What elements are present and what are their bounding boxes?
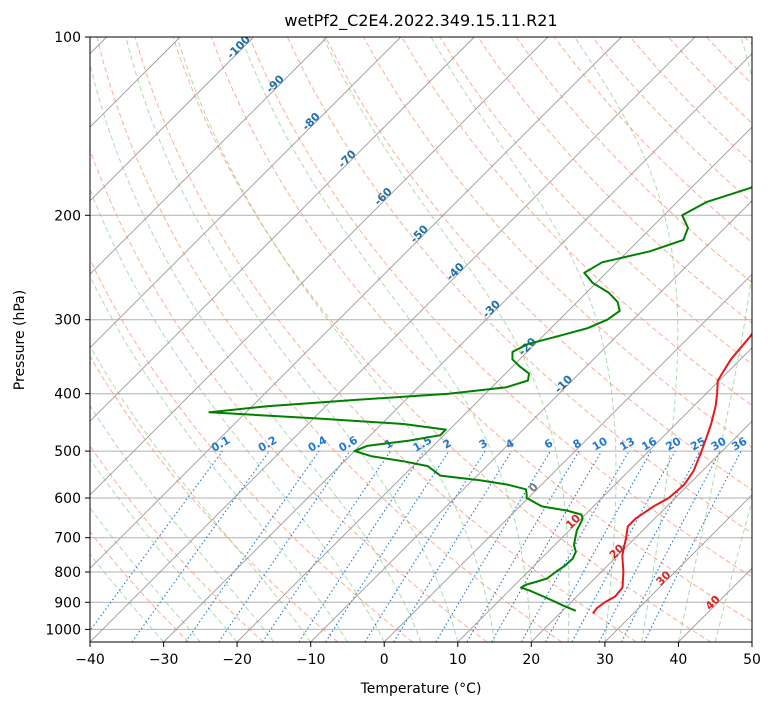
dry-adiabat xyxy=(477,37,752,324)
isotherm-line xyxy=(604,494,752,642)
isotherm-line xyxy=(90,37,475,422)
isotherm-line xyxy=(236,126,752,642)
dry-adiabat xyxy=(210,37,752,623)
dry-adiabat xyxy=(325,37,752,491)
mixing-ratio-line xyxy=(571,450,676,642)
dry-adiabat xyxy=(515,37,752,284)
mixing-ratio-line xyxy=(185,450,320,642)
dry-adiabat xyxy=(401,37,752,407)
y-tick-label: 700 xyxy=(54,531,81,547)
mixing-ratio-line xyxy=(298,450,425,642)
x-tick-label: 0 xyxy=(380,652,389,668)
x-tick-label: 30 xyxy=(596,652,614,668)
moist-adiabats xyxy=(90,37,752,642)
mixing-ratio-lines xyxy=(90,450,742,642)
isotherm-line xyxy=(383,273,752,642)
x-axis-title: Temperature (°C) xyxy=(360,681,482,697)
mixing-ratio-line xyxy=(393,450,513,642)
isotherm-line xyxy=(310,200,752,642)
moist-adiabat xyxy=(125,37,459,642)
mixing-ratio-line xyxy=(521,450,630,642)
mixing-ratio-line xyxy=(262,450,391,642)
x-tick-label: 20 xyxy=(522,652,540,668)
mixing-ratio-line xyxy=(218,450,351,642)
x-tick-label: −20 xyxy=(222,652,252,668)
isotherm-line xyxy=(90,37,696,642)
y-tick-label: 800 xyxy=(54,565,81,581)
mixing-ratio-line xyxy=(131,450,270,642)
moist-adiabat xyxy=(714,498,752,642)
moist-adiabat xyxy=(176,37,496,642)
isotherm-line xyxy=(163,52,752,642)
y-tick-label: 200 xyxy=(54,208,81,224)
y-axis: 100 200 300 400 500 600 700 800 900 1000 xyxy=(45,30,90,638)
dry-adiabat xyxy=(134,37,637,642)
moist-adiabat xyxy=(322,37,570,642)
temperature-profile xyxy=(592,332,752,615)
isotherm-line xyxy=(530,420,752,642)
y-tick-label: 500 xyxy=(54,444,81,460)
dry-adiabat xyxy=(90,355,339,642)
moist-adiabat xyxy=(90,404,275,642)
dry-adiabat xyxy=(90,445,264,642)
y-tick-label: 300 xyxy=(54,313,81,329)
x-tick-label: −10 xyxy=(296,652,326,668)
x-tick-label: −30 xyxy=(149,652,179,668)
isotherm-line xyxy=(90,37,549,496)
dry-adiabat xyxy=(248,37,752,578)
chart-title: wetPf2_C2E4.2022.349.15.11.R21 xyxy=(284,11,557,31)
moist-adiabat xyxy=(677,37,752,642)
y-axis-title: Pressure (hPa) xyxy=(12,290,28,390)
x-tick-label: 10 xyxy=(449,652,467,668)
moist-adiabat xyxy=(90,188,385,642)
y-tick-label: 600 xyxy=(54,491,81,507)
moist-adiabat xyxy=(90,62,422,642)
x-tick-label: 50 xyxy=(743,652,761,668)
dry-adiabat xyxy=(96,37,562,642)
moist-adiabat xyxy=(574,37,679,642)
dry-adiabat xyxy=(90,148,488,642)
isotherm-line xyxy=(90,37,622,570)
y-tick-label: 1000 xyxy=(45,622,81,638)
dry-adiabat xyxy=(90,531,190,642)
isotherm-line xyxy=(90,37,402,349)
moist-adiabat xyxy=(90,457,238,642)
plot-frame xyxy=(89,36,753,643)
mixing-ratio-line xyxy=(325,450,450,642)
isotherm-line xyxy=(457,347,752,642)
moist-adiabat xyxy=(90,275,348,642)
mixing-ratio-line xyxy=(545,450,652,642)
moist-adiabat xyxy=(240,37,532,642)
y-tick-label: 400 xyxy=(54,387,81,403)
mixing-ratio-line xyxy=(643,450,742,642)
x-axis: −40 −30 −20 −10 0 10 20 30 40 50 xyxy=(75,642,761,668)
isotherm-line xyxy=(90,37,255,202)
y-tick-label: 900 xyxy=(54,595,81,611)
isotherm-line xyxy=(90,37,328,275)
plot-area: 0.1 0.2 0.4 0.6 1 1.5 2 3 4 6 8 10 13 16 20 25 30 36-100-… xyxy=(90,37,752,642)
sounding-series xyxy=(208,186,752,615)
isotherms xyxy=(90,37,752,642)
y-tick-label: 100 xyxy=(54,30,81,46)
x-tick-label: 40 xyxy=(669,652,687,668)
x-tick-label: −40 xyxy=(75,652,105,668)
dewpoint-profile xyxy=(208,186,752,612)
mixing-ratio-line xyxy=(90,450,223,632)
